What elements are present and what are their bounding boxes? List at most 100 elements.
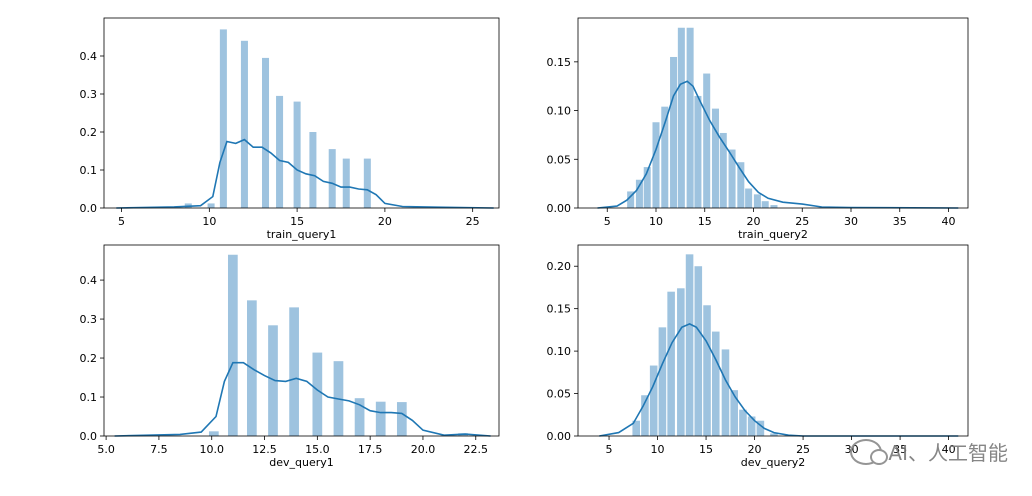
y-tick-label: 0.1 — [80, 164, 98, 177]
hist-bar — [652, 122, 660, 208]
hist-bar — [685, 254, 694, 436]
y-tick-label: 0.2 — [80, 352, 98, 365]
x-tick-label: 10 — [649, 215, 663, 228]
y-tick-label: 0.2 — [80, 126, 98, 139]
x-tick-label: 40 — [942, 443, 956, 456]
x-tick-label: 20 — [747, 215, 761, 228]
x-tick-label: 10 — [202, 215, 216, 228]
hist-bar — [342, 158, 350, 208]
x-axis-label: dev_query1 — [269, 456, 334, 469]
hist-bar — [375, 401, 386, 436]
x-tick-label: 15 — [699, 443, 713, 456]
hist-bar — [747, 416, 756, 436]
x-tick-label: 15 — [698, 215, 712, 228]
hist-bar — [643, 167, 651, 208]
x-tick-label: 5 — [118, 215, 125, 228]
hist-bar — [276, 95, 284, 208]
x-tick-label: 15 — [290, 215, 304, 228]
hist-bar — [728, 149, 736, 208]
y-tick-label: 0.15 — [547, 303, 572, 316]
hist-bar — [770, 433, 778, 436]
bars-4 — [632, 254, 778, 436]
x-tick-label: 40 — [942, 215, 956, 228]
hist-bar — [289, 307, 299, 436]
x-tick-label: 35 — [893, 215, 907, 228]
y-tick-label: 0.05 — [547, 388, 572, 401]
hist-bar — [686, 27, 694, 208]
y-tick-label: 0.10 — [547, 105, 572, 118]
hist-bar — [730, 390, 738, 436]
subplot-1: 5 10 15 20 25 0.0 0.1 0.2 0.3 0.4 train_query1 — [80, 17, 500, 241]
watermark-text: AI、人工智能 — [888, 441, 1008, 465]
hist-bar — [219, 29, 227, 209]
watermark: AI、人工智能 — [850, 437, 1008, 466]
subplot-4: 5 10 15 20 25 30 35 400.000.050.100.150.20dev_q… — [547, 244, 969, 469]
hist-bar — [293, 101, 301, 208]
y-tick-label: 0.0 — [80, 202, 98, 215]
hist-bar — [670, 56, 678, 208]
y-tick-label: 0.1 — [80, 391, 98, 404]
hist-bar — [649, 365, 658, 436]
hist-bar — [677, 27, 685, 208]
y-tick-label: 0.10 — [547, 345, 572, 358]
hist-bar — [396, 402, 407, 436]
x-tick-label: 5 — [606, 443, 613, 456]
bars-2 — [627, 27, 778, 209]
x-tick-label: 5 — [604, 215, 611, 228]
y-tick-label: 0.00 — [547, 430, 572, 443]
hist-bar — [737, 162, 745, 208]
hist-bar — [745, 188, 753, 208]
hist-bar — [635, 179, 643, 208]
bars-1 — [184, 29, 371, 209]
hist-bar — [632, 420, 640, 436]
x-tick-label: 5.0 — [97, 443, 115, 456]
hist-bar — [240, 40, 248, 208]
hist-bar — [694, 266, 703, 436]
x-tick-label: 35 — [893, 443, 907, 456]
x-tick-label: 25 — [796, 443, 810, 456]
hist-bar — [677, 288, 685, 436]
hist-bar — [227, 254, 238, 436]
x-tick-label: 25 — [795, 215, 809, 228]
hist-bar — [661, 106, 669, 208]
hist-bar — [627, 191, 635, 208]
x-axis-label: train_query2 — [738, 228, 808, 241]
hist-bar — [711, 108, 719, 208]
hist-bar — [739, 409, 747, 436]
hist-bar — [756, 420, 765, 436]
kde-line — [116, 138, 494, 209]
hist-bar — [770, 205, 778, 208]
x-axis-label: train_query1 — [267, 228, 337, 241]
x-tick-label: 10.0 — [199, 443, 224, 456]
hist-bar — [753, 194, 761, 208]
x-axis-label: dev_query2 — [741, 456, 806, 469]
kde-line — [597, 80, 959, 209]
hist-bar — [354, 398, 365, 436]
hist-bar — [268, 325, 278, 436]
subplot-2: 5 10 15 20 25 30 35 40 0.00 0.05 0.10 0.15 train_que… — [547, 17, 969, 241]
hist-bar — [667, 291, 675, 436]
x-tick-label: 20 — [378, 215, 392, 228]
hist-bar — [208, 431, 219, 436]
hist-bar — [309, 132, 317, 208]
hist-bar — [711, 331, 720, 436]
hist-bar — [719, 132, 727, 208]
hist-bar — [703, 73, 711, 209]
y-tick-label: 0.20 — [547, 260, 572, 273]
x-tick-label: 17.5 — [358, 443, 383, 456]
hist-bar — [262, 57, 270, 209]
plot-frame — [577, 244, 969, 437]
x-tick-label: 7.5 — [150, 443, 168, 456]
plot-frame — [577, 17, 969, 209]
hist-bar — [761, 201, 769, 208]
x-tick-label: 22.5 — [464, 443, 489, 456]
x-tick-label: 10 — [651, 443, 665, 456]
plot-frame — [103, 244, 500, 437]
hist-bar — [721, 349, 730, 436]
plot-frame — [103, 17, 500, 209]
y-tick-label: 0.4 — [80, 50, 98, 63]
hist-bar — [207, 203, 215, 208]
x-tick-label: 20 — [748, 443, 762, 456]
hist-bar — [641, 395, 649, 436]
